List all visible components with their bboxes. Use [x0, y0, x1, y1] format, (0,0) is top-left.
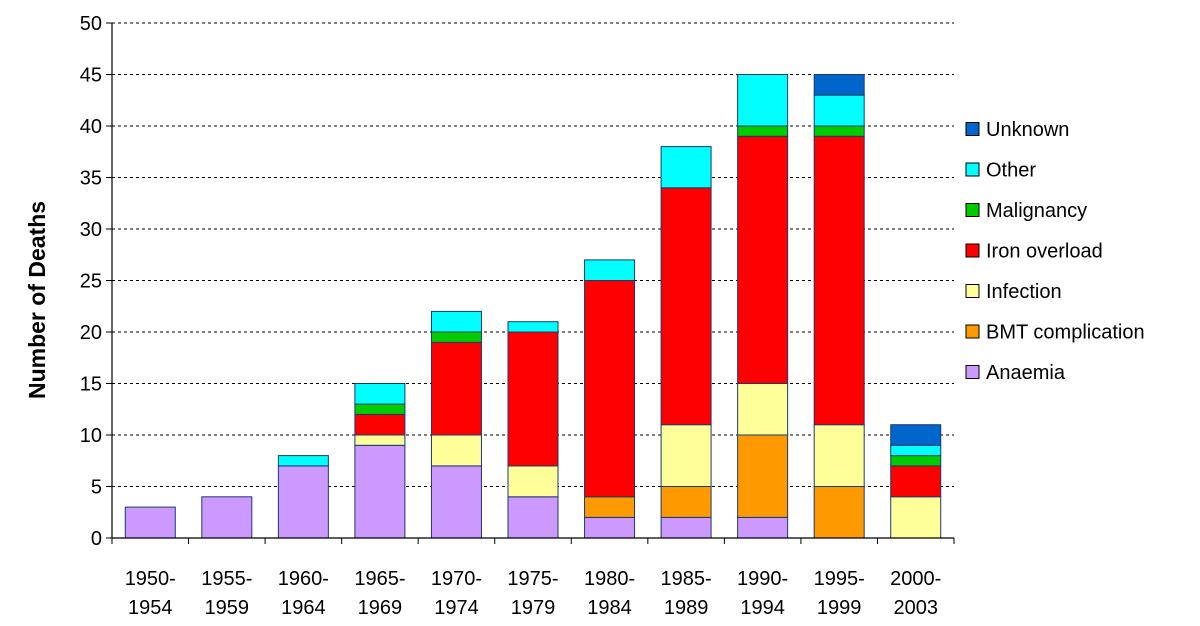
x-tick-label: 1980-: [584, 568, 635, 590]
bar-segment-infection: [890, 496, 942, 539]
bar-segment-iron-overload: [813, 135, 865, 426]
legend-swatch-infection: [965, 284, 980, 298]
bar-segment-anaemia: [277, 465, 329, 539]
x-tick-label: 1954: [128, 597, 173, 619]
bar-segment-malignancy: [430, 331, 482, 343]
y-tick-label: 40: [80, 116, 102, 138]
legend-label: Iron overload: [986, 241, 1103, 263]
y-tick-label: 35: [80, 168, 102, 190]
bar-segment-iron-overload: [737, 135, 789, 384]
bar-segment-iron-overload: [660, 187, 712, 426]
legend-label: BMT complication: [986, 322, 1145, 344]
bar-segment-bmt-complication: [584, 496, 636, 518]
bar-segment-unknown: [890, 424, 942, 446]
bar-segment-bmt-complication: [660, 486, 712, 518]
legend-swatch-bmt-complication: [965, 324, 980, 339]
bar-segment-bmt-complication: [813, 486, 865, 539]
legend-swatch-malignancy: [965, 203, 980, 217]
legend-label: Other: [986, 160, 1036, 182]
x-tick-label: 1989: [664, 597, 709, 619]
axes: [106, 22, 955, 544]
x-tick-label: 2000-: [890, 568, 941, 590]
x-tick-label: 1960-: [278, 568, 329, 590]
bar-segment-anaemia: [584, 516, 636, 539]
x-tick-label: 1955-: [201, 568, 252, 590]
y-tick-label: 0: [91, 528, 102, 550]
x-tick-label: 1984: [587, 597, 632, 619]
x-tick-label: 1995-: [814, 568, 865, 590]
bar-segment-iron-overload: [584, 280, 636, 498]
legend-label: Unknown: [986, 119, 1069, 141]
bar-segment-infection: [737, 383, 789, 436]
legend: Unknown Other Malignancy Iron overload Infec…: [965, 119, 1145, 384]
x-tick-label: 1990-: [737, 568, 788, 590]
bar-segment-other: [584, 259, 636, 281]
bars: [124, 74, 942, 539]
x-tick-label: 1974: [434, 597, 479, 619]
x-tick-label: 1994: [740, 597, 785, 619]
x-tick-label: 1970-: [431, 568, 482, 590]
bar-segment-infection: [507, 465, 559, 498]
bar-segment-malignancy: [737, 125, 789, 137]
bar-segment-unknown: [813, 74, 865, 96]
bar-segment-other: [890, 444, 942, 457]
bar-segment-iron-overload: [890, 465, 942, 498]
bar-segment-other: [737, 74, 789, 127]
bar-segment-anaemia: [737, 516, 789, 539]
legend-swatch-unknown: [965, 122, 980, 136]
bar-segment-anaemia: [201, 496, 253, 539]
y-tick-label: 50: [80, 13, 102, 35]
y-tick-label: 5: [91, 477, 102, 499]
bar-segment-anaemia: [430, 465, 482, 539]
bar-segment-other: [660, 146, 712, 189]
bar-segment-anaemia: [507, 496, 559, 539]
bar-segment-iron-overload: [354, 413, 406, 436]
x-tick-label: 1975-: [507, 568, 558, 590]
x-tick-label: 1964: [281, 597, 326, 619]
x-tick-label: 1950-: [125, 568, 176, 590]
legend-label: Infection: [986, 281, 1062, 303]
x-tick-label: 1985-: [661, 568, 712, 590]
y-tick-label: 25: [80, 271, 102, 293]
y-tick-label: 10: [80, 425, 102, 447]
y-tick-label: 15: [80, 374, 102, 396]
x-tick-label: 1965-: [354, 568, 405, 590]
bar-segment-infection: [660, 424, 712, 488]
bar-segment-anaemia: [660, 516, 712, 539]
bar-segment-bmt-complication: [737, 434, 789, 518]
bar-segment-other: [430, 310, 482, 333]
bar-segment-other: [507, 321, 559, 333]
bar-segment-iron-overload: [430, 341, 482, 436]
legend-label: Malignancy: [986, 200, 1087, 222]
bar-segment-anaemia: [354, 444, 406, 539]
x-tick-label: 1959: [205, 597, 250, 619]
y-axis-label: Number of Deaths: [24, 201, 50, 399]
bar-segment-malignancy: [890, 455, 942, 467]
x-tick-label: 1969: [358, 597, 403, 619]
bar-segment-malignancy: [354, 403, 406, 415]
legend-swatch-other: [965, 162, 980, 177]
x-tick-label: 1979: [511, 597, 556, 619]
y-tick-labels: 0 5 10 15 20 25 30 35 40 45 50: [80, 13, 102, 550]
legend-swatch-iron-overload: [965, 243, 980, 258]
bar-segment-other: [354, 383, 406, 405]
bar-segment-other: [277, 455, 329, 467]
legend-swatch-anaemia: [965, 365, 980, 379]
bar-segment-infection: [430, 434, 482, 467]
y-tick-label: 20: [80, 322, 102, 344]
bar-segment-iron-overload: [507, 331, 559, 467]
legend-label: Anaemia: [986, 362, 1066, 384]
bar-segment-anaemia: [124, 506, 176, 539]
x-tick-label: 2003: [893, 597, 938, 619]
bar-segment-other: [813, 94, 865, 127]
y-tick-label: 30: [80, 219, 102, 241]
x-tick-label: 1999: [817, 597, 862, 619]
bar-segment-malignancy: [813, 125, 865, 137]
bar-segment-infection: [354, 434, 406, 446]
x-tick-labels: 1950- 1954 1955- 1959 1960- 1964 1965- 1969 1970…: [125, 568, 942, 619]
y-tick-label: 45: [80, 65, 102, 87]
bar-segment-infection: [813, 424, 865, 488]
